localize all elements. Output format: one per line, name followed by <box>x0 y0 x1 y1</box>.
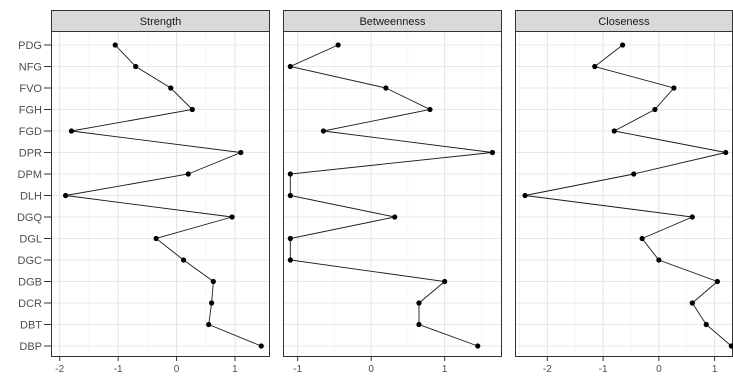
data-point <box>258 343 264 349</box>
data-point <box>287 63 293 70</box>
data-point <box>335 42 341 48</box>
strip-title: Betweenness <box>359 16 426 28</box>
data-point <box>168 85 174 91</box>
x-tick-label: -2 <box>543 364 552 375</box>
x-tick-label: -2 <box>55 364 64 375</box>
y-tick-label: DLH <box>20 191 42 203</box>
data-point <box>611 128 617 134</box>
x-tick-label: -1 <box>599 364 608 375</box>
data-point <box>68 128 75 134</box>
data-point <box>209 300 215 306</box>
data-point <box>287 171 293 177</box>
x-tick-label: 0 <box>656 364 662 375</box>
data-point <box>185 171 191 177</box>
data-point <box>631 171 637 177</box>
data-point <box>383 85 389 91</box>
data-point <box>522 192 528 199</box>
y-tick-label: DBT <box>20 320 42 332</box>
y-tick-label: DGC <box>18 255 43 267</box>
data-point <box>475 343 481 349</box>
data-point <box>671 85 677 91</box>
data-point <box>656 257 662 263</box>
data-point <box>153 235 159 242</box>
y-tick-label: DGQ <box>17 212 43 224</box>
data-point <box>652 106 658 113</box>
x-tick-label: -1 <box>293 364 302 375</box>
data-point <box>416 300 422 306</box>
data-point <box>238 149 244 156</box>
panel-background <box>51 31 270 357</box>
data-point <box>112 42 118 48</box>
data-point <box>133 63 139 70</box>
x-tick-label: -1 <box>114 364 123 375</box>
data-point <box>206 321 212 328</box>
data-point <box>442 278 448 285</box>
data-point <box>392 214 398 220</box>
y-tick-label: DGL <box>19 234 42 246</box>
x-tick-label: 0 <box>174 364 180 375</box>
data-point <box>489 149 496 156</box>
strip-title: Closeness <box>598 16 650 28</box>
data-point <box>592 63 598 70</box>
panel-background <box>283 31 502 357</box>
y-tick-label: DPR <box>19 148 42 160</box>
y-tick-label: DBP <box>19 341 42 353</box>
x-tick-label: 1 <box>442 364 448 375</box>
y-tick-label: NFG <box>19 62 42 74</box>
data-point <box>416 321 422 328</box>
y-tick-label: FGD <box>19 126 42 138</box>
y-tick-label: DCR <box>18 298 42 310</box>
y-tick-label: FVO <box>19 83 42 95</box>
y-tick-label: DGB <box>18 277 42 289</box>
data-point <box>714 278 720 285</box>
data-point <box>320 128 327 134</box>
data-point <box>728 343 733 349</box>
data-point <box>287 192 293 199</box>
strip-header <box>51 10 270 32</box>
x-tick-label: 1 <box>712 364 718 375</box>
data-point <box>723 149 729 156</box>
data-point <box>639 235 645 242</box>
data-point <box>287 257 293 263</box>
data-point <box>689 300 695 306</box>
data-point <box>180 257 187 263</box>
y-tick-label: DPM <box>18 169 42 181</box>
data-point <box>689 214 695 220</box>
data-point <box>210 278 216 285</box>
data-point <box>189 106 195 113</box>
y-tick-label: FGH <box>19 105 42 117</box>
x-tick-label: 0 <box>368 364 374 375</box>
data-point <box>63 192 69 199</box>
strip-header <box>283 10 502 32</box>
data-point <box>703 321 709 328</box>
data-point <box>229 214 235 220</box>
data-point <box>287 235 293 242</box>
data-point <box>427 106 433 113</box>
x-tick-label: 1 <box>232 364 238 375</box>
strip-title: Strength <box>140 16 182 28</box>
data-point <box>620 42 626 48</box>
y-tick-label: PDG <box>18 40 42 52</box>
